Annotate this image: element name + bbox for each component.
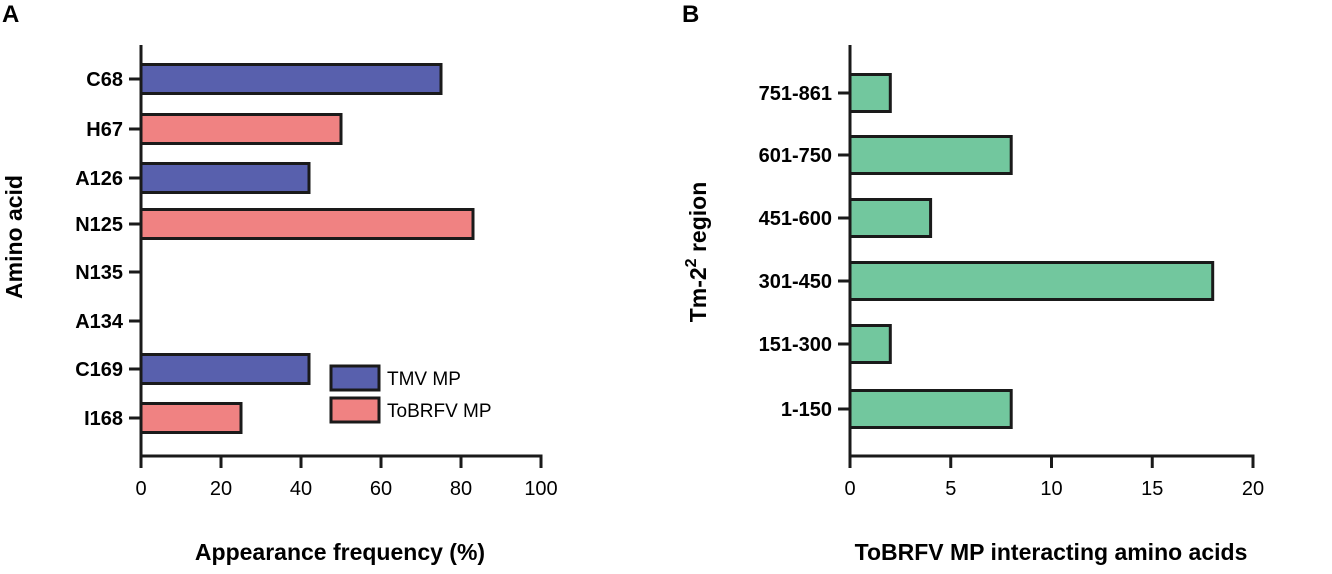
panel-b: B Tm-22 region ToBRFV MP interacting ami…	[682, 1, 1264, 565]
x-tick-label-5: 5	[945, 478, 956, 500]
bar-751-861	[848, 73, 892, 113]
y-tick-label-a126: A126	[75, 168, 123, 190]
y-tick-label-301-450: 301-450	[759, 271, 832, 293]
panel-b-x-axis-title: ToBRFV MP interacting amino acids	[855, 539, 1248, 565]
y-tick-label-a134: A134	[75, 311, 124, 333]
y-tick-label-h67: H67	[86, 119, 123, 141]
x-tick-label-60: 60	[370, 478, 392, 500]
bar-301-450	[848, 261, 1215, 301]
bar-c169	[139, 353, 311, 385]
panel-b-y-axis-title-superscript: 2	[683, 258, 700, 267]
x-tick-label-0: 0	[135, 478, 146, 500]
legend-swatch-tobrfv-mp	[329, 396, 381, 424]
y-tick-label-601-750: 601-750	[759, 145, 832, 167]
x-tick-label-20: 20	[1242, 478, 1264, 500]
bar-1-150	[848, 389, 1013, 429]
panel-a-legend: TMV MP ToBRFV MP	[329, 364, 492, 424]
y-tick-label-451-600: 451-600	[759, 208, 832, 230]
legend-swatch-tmv-mp	[329, 364, 381, 392]
y-tick-label-1-150: 1-150	[781, 399, 832, 421]
x-tick-label-15: 15	[1141, 478, 1163, 500]
panel-a-y-axis-title: Amino acid	[1, 175, 27, 299]
legend-label-tobrfv-mp: ToBRFV MP	[387, 401, 492, 422]
bar-a126	[139, 162, 311, 194]
x-tick-label-20: 20	[210, 478, 232, 500]
panel-a-x-axis-title: Appearance frequency (%)	[195, 539, 485, 565]
bar-h67	[139, 113, 343, 145]
panel-b-y-axis-title-base: Tm-2	[685, 267, 711, 322]
x-tick-label-100: 100	[524, 478, 557, 500]
panel-letter-a: A	[2, 1, 19, 28]
y-tick-label-n125: N125	[75, 214, 123, 236]
panel-a: A Amino acid Appearance frequency (%) C6…	[1, 1, 558, 565]
panel-letter-b: B	[682, 1, 699, 28]
y-tick-label-n135: N135	[75, 262, 123, 284]
legend-label-tmv-mp: TMV MP	[387, 369, 461, 390]
x-tick-label-40: 40	[290, 478, 312, 500]
x-tick-label-80: 80	[450, 478, 472, 500]
y-tick-label-c68: C68	[86, 69, 123, 91]
panel-b-y-axis-title-suffix: region	[685, 182, 711, 259]
x-tick-label-10: 10	[1040, 478, 1062, 500]
y-tick-label-751-861: 751-861	[759, 83, 832, 105]
bar-151-300	[848, 324, 892, 364]
bar-c68	[139, 63, 443, 95]
bar-451-600	[848, 198, 933, 238]
bar-n125	[139, 208, 475, 240]
x-tick-label-0: 0	[844, 478, 855, 500]
bar-i168	[139, 402, 243, 434]
y-tick-label-i168: I168	[84, 408, 123, 430]
panel-b-y-axis-title: Tm-22 region	[683, 182, 711, 323]
y-tick-label-151-300: 151-300	[759, 334, 832, 356]
bar-601-750	[848, 135, 1013, 175]
y-tick-label-c169: C169	[75, 359, 123, 381]
